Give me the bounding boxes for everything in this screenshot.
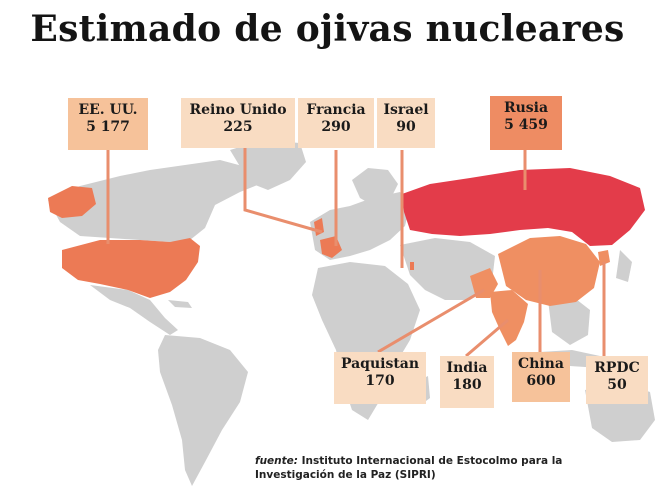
mideast-land: [400, 238, 495, 300]
label-china: China 600: [512, 352, 570, 402]
greenland-land: [230, 140, 306, 190]
label-usa: EE. UU. 5 177: [68, 98, 148, 150]
leader-pakistan: [377, 288, 485, 354]
source-text: Instituto Internacional de Estocolmo par…: [255, 455, 563, 481]
label-uk-value: 225: [223, 119, 253, 135]
label-pakistan-value: 170: [365, 373, 395, 389]
label-nkorea-value: 50: [607, 377, 627, 393]
label-france-value: 290: [321, 119, 351, 135]
israel-territory: [410, 262, 414, 270]
india-territory: [490, 290, 528, 346]
label-uk-name: Reino Unido: [189, 102, 287, 118]
label-india-value: 180: [452, 377, 482, 393]
canada-land: [48, 160, 265, 242]
label-russia-value: 5 459: [504, 117, 548, 133]
label-india-name: India: [446, 360, 488, 376]
mexico-land: [90, 285, 178, 335]
label-israel-name: Israel: [383, 102, 429, 118]
label-india: India 180: [440, 356, 494, 408]
label-usa-value: 5 177: [86, 119, 130, 135]
russia-territory: [402, 168, 645, 246]
map-title: Estimado de ojivas nucleares: [30, 8, 625, 50]
usa-territory: [62, 238, 200, 298]
label-pakistan: Paquistan 170: [334, 352, 426, 404]
source-label: fuente:: [255, 455, 298, 467]
label-russia-name: Rusia: [503, 100, 549, 116]
south-america-land: [158, 335, 248, 486]
label-uk: Reino Unido 225: [181, 98, 295, 148]
label-pakistan-name: Paquistan: [340, 356, 420, 372]
label-france: Francia 290: [298, 98, 374, 148]
se-asia-land: [548, 296, 590, 345]
label-usa-name: EE. UU.: [78, 102, 138, 118]
north-korea-territory: [598, 250, 610, 266]
label-nkorea-name: RPDC: [594, 360, 640, 376]
label-israel-value: 90: [396, 119, 416, 135]
scandinavia-land: [352, 168, 398, 205]
africa-land: [312, 262, 420, 420]
leader-india: [465, 318, 509, 358]
pakistan-territory: [470, 268, 498, 298]
label-russia: Rusia 5 459: [490, 96, 562, 150]
label-france-name: Francia: [306, 102, 366, 118]
caribbean-land: [168, 300, 192, 308]
china-territory: [498, 236, 600, 306]
label-israel: Israel 90: [377, 98, 435, 148]
label-china-value: 600: [526, 373, 556, 389]
alaska-territory: [48, 186, 96, 218]
source-note: fuente: Instituto Internacional de Estoc…: [255, 454, 585, 482]
japan-land: [616, 250, 632, 282]
label-china-name: China: [518, 356, 564, 372]
leader-uk: [243, 148, 323, 234]
label-nkorea: RPDC 50: [586, 356, 648, 404]
